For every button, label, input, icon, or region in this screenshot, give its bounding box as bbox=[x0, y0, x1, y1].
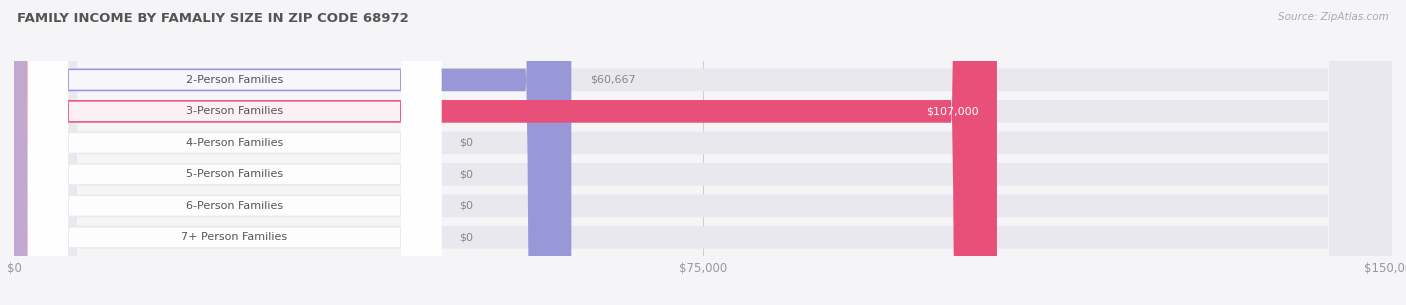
Text: $0: $0 bbox=[460, 201, 474, 211]
FancyBboxPatch shape bbox=[28, 0, 441, 305]
Text: Source: ZipAtlas.com: Source: ZipAtlas.com bbox=[1278, 12, 1389, 22]
Text: $60,667: $60,667 bbox=[589, 75, 636, 85]
FancyBboxPatch shape bbox=[14, 0, 1392, 305]
FancyBboxPatch shape bbox=[14, 0, 1392, 305]
FancyBboxPatch shape bbox=[14, 0, 997, 305]
Text: 4-Person Families: 4-Person Families bbox=[186, 138, 283, 148]
FancyBboxPatch shape bbox=[14, 0, 571, 305]
FancyBboxPatch shape bbox=[28, 0, 441, 305]
FancyBboxPatch shape bbox=[28, 0, 441, 305]
Text: 5-Person Families: 5-Person Families bbox=[186, 169, 283, 179]
Text: 7+ Person Families: 7+ Person Families bbox=[181, 232, 288, 242]
FancyBboxPatch shape bbox=[14, 0, 1392, 305]
FancyBboxPatch shape bbox=[14, 0, 42, 305]
FancyBboxPatch shape bbox=[14, 0, 1392, 305]
Text: $0: $0 bbox=[460, 232, 474, 242]
FancyBboxPatch shape bbox=[14, 0, 42, 305]
Text: $0: $0 bbox=[460, 169, 474, 179]
FancyBboxPatch shape bbox=[14, 0, 42, 305]
FancyBboxPatch shape bbox=[28, 0, 441, 305]
Text: 2-Person Families: 2-Person Families bbox=[186, 75, 283, 85]
FancyBboxPatch shape bbox=[28, 0, 441, 305]
Text: $0: $0 bbox=[460, 138, 474, 148]
FancyBboxPatch shape bbox=[14, 0, 1392, 305]
Text: FAMILY INCOME BY FAMALIY SIZE IN ZIP CODE 68972: FAMILY INCOME BY FAMALIY SIZE IN ZIP COD… bbox=[17, 12, 409, 25]
FancyBboxPatch shape bbox=[28, 0, 441, 305]
Text: 3-Person Families: 3-Person Families bbox=[186, 106, 283, 117]
FancyBboxPatch shape bbox=[14, 0, 1392, 305]
Text: 6-Person Families: 6-Person Families bbox=[186, 201, 283, 211]
FancyBboxPatch shape bbox=[14, 0, 42, 305]
Text: $107,000: $107,000 bbox=[927, 106, 979, 117]
